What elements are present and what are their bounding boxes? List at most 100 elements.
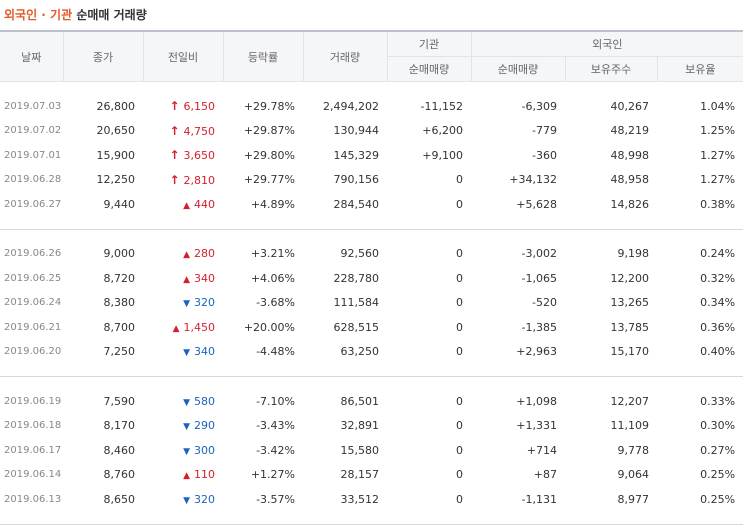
foreign-ratio-cell: 1.27%: [700, 173, 736, 187]
foreign-holdings-cell: 48,958: [610, 173, 650, 187]
close-price-cell: 7,250: [103, 345, 136, 359]
foreign-ratio-cell: 0.32%: [700, 271, 736, 285]
header-close: 종가: [62, 30, 143, 82]
date-cell: 2019.06.25: [4, 272, 62, 284]
institution-net-cell: 0: [456, 394, 463, 408]
change-value: 320: [194, 492, 215, 506]
foreign-holdings-cell: 48,998: [610, 148, 650, 162]
date-cell: 2019.06.26: [4, 248, 62, 260]
change-cell: ↑ 3,650: [143, 143, 223, 168]
foreign-ratio-cell: 1.27%: [700, 148, 736, 162]
table-row: 2019.06.21 8,700 ▲ 1,450 +20.00% 628,515 0 -1,3…: [0, 315, 743, 340]
volume-cell: 228,780: [333, 271, 380, 285]
header-foreign-group: 외국인: [470, 30, 743, 57]
foreign-ratio-cell: 0.40%: [700, 345, 736, 359]
foreign-holdings-cell: 9,064: [617, 468, 650, 482]
table-row: 2019.07.01 15,900 ↑ 3,650 +29.80% 145,329 +9,1…: [0, 143, 743, 168]
date-cell: 2019.07.01: [4, 149, 62, 161]
foreign-ratio-cell: 0.36%: [700, 320, 736, 334]
rate-cell: +29.78%: [243, 99, 295, 113]
institution-net-cell: 0: [456, 492, 463, 506]
header-change: 전일비: [142, 30, 223, 82]
close-price-cell: 8,650: [103, 492, 136, 506]
change-value: 320: [194, 296, 215, 310]
change-cell: ▲ 280: [143, 242, 223, 267]
trading-table: 날짜 종가 전일비 등락률 거래량 기관 외국인 순매매량 순매매량 보유주수 …: [0, 30, 743, 525]
title-foreign-institution: 외국인 · 기관: [4, 8, 73, 22]
rate-cell: +4.06%: [250, 271, 295, 285]
foreign-holdings-cell: 15,170: [610, 345, 650, 359]
foreign-net-cell: +714: [526, 443, 557, 457]
group-spacer: [0, 216, 743, 230]
foreign-net-cell: -1,065: [521, 271, 557, 285]
close-price-cell: 15,900: [96, 148, 136, 162]
close-price-cell: 12,250: [96, 173, 136, 187]
date-cell: 2019.06.19: [4, 395, 62, 407]
change-value: 300: [194, 443, 215, 457]
title-net-trading-volume: 순매매 거래량: [76, 8, 147, 22]
institution-net-cell: 0: [456, 320, 463, 334]
group-spacer: [0, 229, 743, 242]
change-value: 340: [194, 345, 215, 359]
change-cell: ▲ 340: [143, 266, 223, 291]
foreign-holdings-cell: 13,785: [610, 320, 650, 334]
volume-cell: 790,156: [333, 173, 380, 187]
table-row: 2019.06.13 8,650 ▼ 320 -3.57% 33,512 0 -1,131 8,…: [0, 487, 743, 512]
foreign-ratio-cell: 0.24%: [700, 247, 736, 261]
rate-cell: +4.89%: [250, 197, 295, 211]
foreign-ratio-cell: 1.25%: [700, 124, 736, 138]
change-value: 3,650: [183, 149, 216, 163]
volume-cell: 15,580: [340, 443, 380, 457]
foreign-net-cell: -1,131: [521, 492, 557, 506]
spacer-cell: [0, 82, 743, 95]
foreign-net-cell: +87: [533, 468, 557, 482]
down-triangle-icon: ▼: [183, 422, 190, 433]
upper-limit-arrow-icon: ↑: [169, 172, 180, 187]
date-cell: 2019.06.28: [4, 174, 62, 186]
up-triangle-icon: ▲: [172, 323, 180, 334]
up-triangle-icon: ▲: [183, 200, 190, 211]
institution-net-cell: 0: [456, 345, 463, 359]
rate-cell: -3.42%: [256, 443, 295, 457]
volume-cell: 63,250: [340, 345, 380, 359]
date-cell: 2019.06.17: [4, 444, 62, 456]
volume-cell: 2,494,202: [323, 99, 379, 113]
rate-cell: +1.27%: [250, 468, 295, 482]
foreign-ratio-cell: 0.25%: [700, 492, 736, 506]
foreign-ratio-cell: 1.04%: [700, 99, 736, 113]
rate-cell: -3.57%: [256, 492, 295, 506]
change-value: 6,150: [183, 100, 216, 114]
down-triangle-icon: ▼: [183, 495, 190, 506]
change-value: 1,450: [183, 320, 216, 334]
change-value: 110: [194, 468, 215, 482]
foreign-net-cell: +2,963: [516, 345, 557, 359]
institution-net-cell: 0: [456, 173, 463, 187]
down-triangle-icon: ▼: [183, 446, 190, 457]
volume-cell: 284,540: [333, 197, 380, 211]
header-foreign-holdings: 보유주수: [564, 56, 657, 82]
close-price-cell: 8,170: [103, 419, 136, 433]
rate-cell: +20.00%: [243, 320, 295, 334]
rate-cell: -7.10%: [256, 394, 295, 408]
table-row: 2019.06.19 7,590 ▼ 580 -7.10% 86,501 0 +1,098 12…: [0, 389, 743, 414]
date-cell: 2019.06.14: [4, 469, 62, 481]
foreign-ratio-cell: 0.38%: [700, 197, 736, 211]
volume-cell: 28,157: [340, 468, 380, 482]
spacer-cell: [0, 377, 743, 390]
close-price-cell: 9,440: [103, 197, 136, 211]
header-foreign-ratio: 보유율: [656, 56, 743, 82]
close-price-cell: 8,460: [103, 443, 136, 457]
header-foreign-net: 순매매량: [470, 56, 565, 82]
foreign-net-cell: -6,309: [521, 99, 557, 113]
foreign-net-cell: -3,002: [521, 247, 557, 261]
header-volume: 거래량: [302, 30, 387, 82]
table-row: 2019.06.20 7,250 ▼ 340 -4.48% 63,250 0 +2,963 15…: [0, 340, 743, 365]
close-price-cell: 20,650: [96, 124, 136, 138]
rate-cell: +29.87%: [243, 124, 295, 138]
foreign-holdings-cell: 13,265: [610, 296, 650, 310]
close-price-cell: 8,760: [103, 468, 136, 482]
change-value: 340: [194, 271, 215, 285]
date-cell: 2019.06.21: [4, 321, 62, 333]
table-body: 2019.07.03 26,800 ↑ 6,150 +29.78% 2,494,202 -1…: [0, 82, 743, 525]
header-rate: 등락률: [222, 30, 303, 82]
